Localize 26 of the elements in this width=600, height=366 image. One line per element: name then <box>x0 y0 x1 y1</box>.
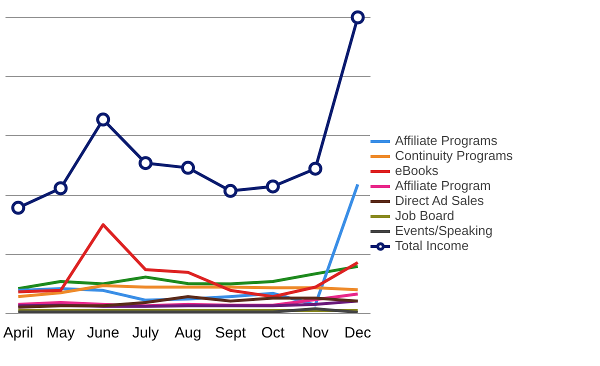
legend-label: Affiliate Program <box>395 178 491 193</box>
point <box>11 200 26 215</box>
x-tick-label: June <box>86 324 120 342</box>
point <box>350 10 365 24</box>
point <box>54 181 68 196</box>
legend-label: Continuity Programs <box>395 148 513 163</box>
x-tick-label: May <box>46 324 76 342</box>
point <box>96 112 110 127</box>
legend-label: Job Board <box>395 208 454 223</box>
x-tick-label: April <box>3 324 34 342</box>
legend-label: Direct Ad Sales <box>395 193 484 208</box>
legend-label: eBooks <box>395 163 438 178</box>
x-tick-label: Oct <box>261 324 286 342</box>
x-tick-label: Nov <box>302 324 330 342</box>
x-tick-label: Aug <box>174 324 202 342</box>
x-tick-label: Dec <box>344 324 372 342</box>
point <box>181 160 195 175</box>
point <box>223 184 238 198</box>
legend-label: Affiliate Programs <box>395 133 498 148</box>
x-tick-label: July <box>132 324 160 342</box>
point <box>308 162 322 176</box>
point <box>266 179 280 194</box>
legend-label: Events/Speaking <box>395 223 493 238</box>
point <box>138 156 153 170</box>
legend-label: Total Income <box>395 238 469 253</box>
x-tick-label: Sept <box>215 324 247 342</box>
